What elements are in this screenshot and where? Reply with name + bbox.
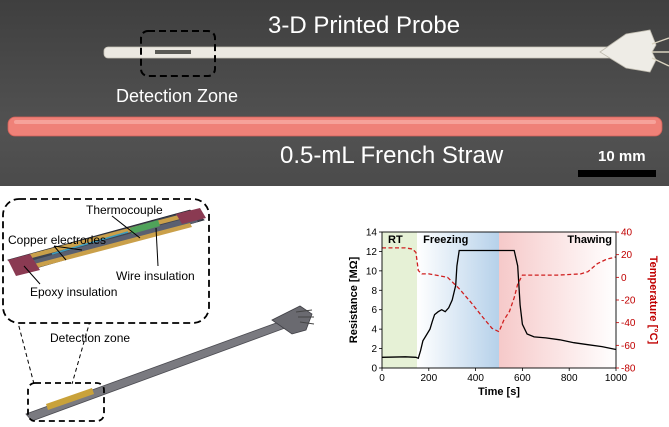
y-axis-label: Resistance [MΩ] (348, 256, 360, 343)
detection-zone-label: Detection Zone (116, 86, 239, 106)
wire-insulation-label: Wire insulation (116, 269, 195, 283)
x-tick-label: 1000 (605, 373, 628, 384)
schematic-detection-zone-label: Detection zone (50, 331, 130, 345)
y-tick-label: 8 (371, 286, 377, 297)
straw-label: 0.5-mL French Straw (280, 142, 504, 169)
resistance-series (381, 249, 617, 360)
x-tick-label: 0 (379, 373, 385, 384)
y-tick-label: 2 (371, 344, 377, 355)
wire-insulation-callout (155, 227, 159, 267)
y-tick-label: 12 (366, 247, 378, 258)
temperature-series (382, 247, 617, 333)
probe-window (155, 50, 191, 54)
region-0 (382, 232, 418, 368)
scale-bar-label: 10 mm (598, 148, 646, 165)
y-tick-label: 6 (371, 305, 377, 316)
region-label-2: Thawing (567, 234, 612, 246)
y2-tick-label: 40 (621, 228, 633, 239)
inset-zoom-drawing (7, 208, 206, 276)
region-label-0: RT (388, 234, 403, 246)
detection-zone-box (140, 30, 216, 77)
region-2 (499, 232, 616, 368)
copper-electrodes-callout-1 (53, 245, 67, 261)
x-tick-label: 600 (514, 373, 531, 384)
epoxy-insulation-label: Epoxy insulation (30, 285, 117, 299)
x-tick-label: 800 (561, 373, 578, 384)
region-label-1: Freezing (423, 234, 468, 246)
probe-title: 3-D Printed Probe (268, 12, 461, 39)
x-tick-label: 200 (420, 373, 437, 384)
probe-photo-drawing (7, 29, 669, 137)
probe-wire-1 (651, 37, 669, 45)
y2-tick-label: -60 (621, 341, 636, 352)
schematic-probe (25, 305, 315, 422)
y-tick-label: 4 (371, 325, 377, 336)
y2-tick-label: 0 (621, 273, 627, 284)
thermocouple-label: Thermocouple (86, 203, 163, 217)
schematic-detection-box (27, 382, 105, 422)
probe-wire-3 (651, 57, 669, 67)
x-tick-label: 400 (467, 373, 484, 384)
y-tick-label: 0 (371, 364, 377, 375)
x-axis-label: Time [s] (478, 386, 520, 398)
probe-photo: 3-D Printed Probe Detection Zone 0.5-mL … (0, 0, 669, 186)
probe-schematic: Thermocouple Copper electrodes Wire insu… (2, 198, 315, 422)
epoxy-insulation-callout (23, 265, 41, 285)
y-tick-label: 10 (366, 266, 378, 277)
y-tick-label: 14 (366, 228, 378, 239)
y2-tick-label: -20 (621, 296, 636, 307)
straw-highlight (14, 120, 656, 124)
y2-tick-label: 20 (621, 250, 633, 261)
y2-tick-label: -80 (621, 364, 636, 375)
scale-bar (578, 170, 656, 177)
y2-tick-label: -40 (621, 318, 636, 329)
thermocouple-callout (111, 215, 141, 239)
copper-electrodes-callout-2 (53, 245, 83, 251)
y2-axis-label: Temperature [°C] (647, 256, 659, 345)
region-1 (417, 232, 499, 368)
zoom-line-right (71, 313, 93, 385)
copper-electrodes-label: Copper electrodes (8, 233, 106, 247)
